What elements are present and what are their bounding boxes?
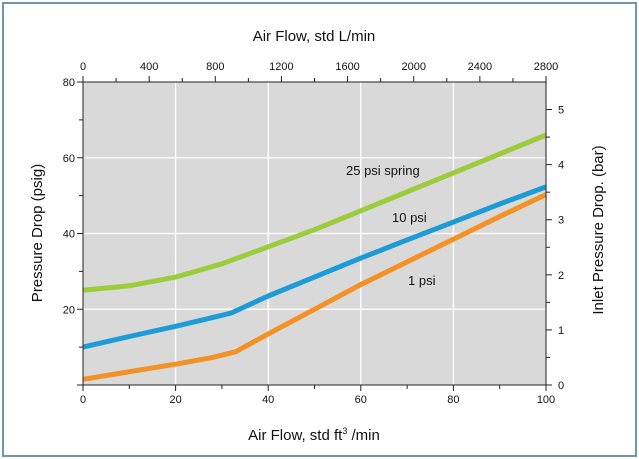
- y-right-tick-label: 0: [558, 380, 564, 392]
- x-top-tick-label: 0: [80, 61, 86, 73]
- series-label-25-psi-spring: 25 psi spring: [346, 163, 420, 178]
- y-right-tick-label: 3: [558, 215, 564, 227]
- x-top-tick-label: 400: [140, 61, 158, 73]
- x-bottom-tick-label: 0: [80, 394, 86, 406]
- tick-marks: [77, 76, 552, 391]
- y-right-tick-label: 5: [558, 105, 564, 117]
- x-bottom-axis-title: Air Flow, std ft3 /min: [248, 426, 380, 444]
- x-top-tick-label: 2400: [468, 61, 492, 73]
- series-line-1-psi: [82, 192, 548, 382]
- x-bottom-axis-title-main: Air Flow, std ft: [248, 427, 343, 444]
- y-left-tick-label: 60: [63, 153, 75, 165]
- x-bottom-tick-label: 100: [537, 394, 555, 406]
- series-label-10-psi: 10 psi: [392, 210, 427, 225]
- series-line-10-psi: [82, 184, 547, 350]
- series-line-25-psi-spring: [82, 132, 547, 293]
- x-bottom-tick-label: 40: [262, 394, 274, 406]
- x-bottom-axis-title-suffix: /min: [347, 427, 380, 444]
- y-right-axis-title: Inlet Pressure Drop. (bar): [590, 145, 607, 314]
- x-bottom-tick-label: 20: [169, 394, 181, 406]
- y-left-tick-label: 80: [63, 77, 75, 89]
- y-right-tick-label: 1: [558, 325, 564, 337]
- y-right-tick-label: 4: [558, 160, 564, 172]
- x-top-tick-label: 1600: [335, 61, 359, 73]
- x-bottom-tick-label: 60: [355, 394, 367, 406]
- series-label-1-psi: 1 psi: [408, 273, 436, 288]
- x-top-axis-title: Air Flow, std L/min: [253, 28, 376, 45]
- x-top-tick-label: 2000: [401, 61, 425, 73]
- y-left-tick-label: 20: [63, 304, 75, 316]
- series-lines: [82, 132, 548, 382]
- x-bottom-tick-label: 80: [447, 394, 459, 406]
- y-left-tick-label: 40: [63, 229, 75, 241]
- x-bottom-axis-title-superscript: 3: [342, 426, 347, 436]
- y-right-tick-label: 2: [558, 270, 564, 282]
- x-top-tick-label: 800: [206, 61, 224, 73]
- x-top-tick-label: 1200: [269, 61, 293, 73]
- x-top-tick-label: 2800: [534, 61, 558, 73]
- y-left-axis-title: Pressure Drop (psig): [29, 164, 46, 302]
